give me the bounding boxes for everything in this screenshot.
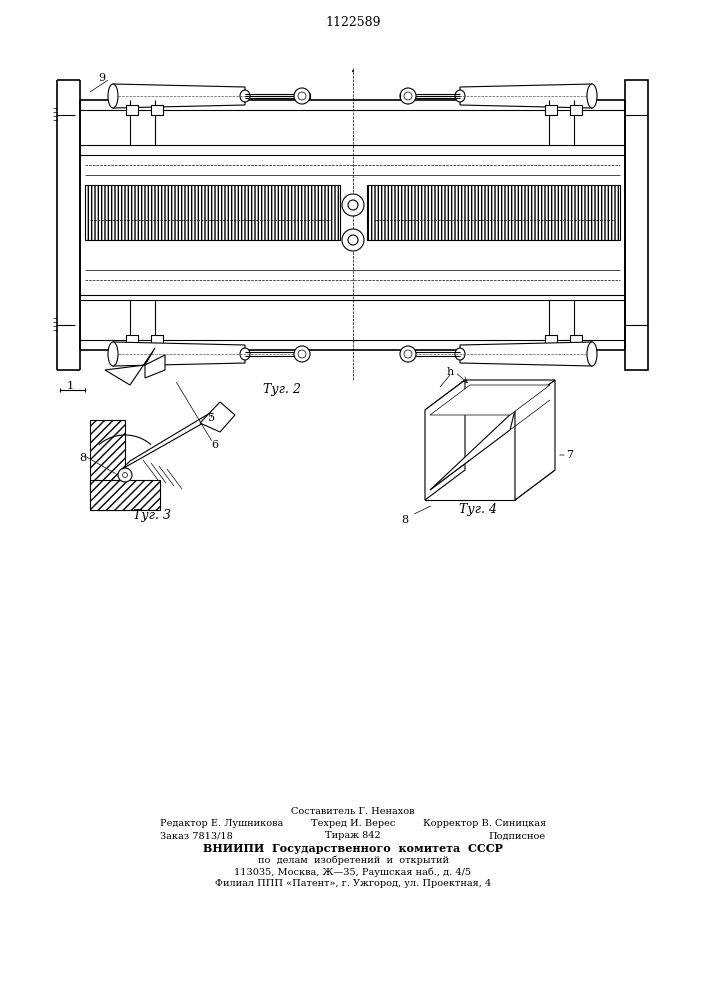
Text: 8: 8	[79, 453, 86, 463]
Ellipse shape	[342, 229, 364, 251]
Ellipse shape	[400, 346, 416, 362]
Text: Тираж 842: Тираж 842	[325, 832, 381, 840]
Ellipse shape	[404, 350, 412, 358]
Text: 113035, Москва, Ж—35, Раушская наб., д. 4/5: 113035, Москва, Ж—35, Раушская наб., д. …	[235, 867, 472, 877]
Bar	[625, 80, 648, 370]
Ellipse shape	[348, 200, 358, 210]
Bar	[151, 105, 163, 115]
Bar	[126, 335, 138, 345]
Ellipse shape	[455, 348, 465, 360]
Text: Редактор Е. Лушникова: Редактор Е. Лушникова	[160, 820, 284, 828]
Bar	[570, 105, 582, 115]
Text: 5: 5	[209, 413, 216, 423]
Ellipse shape	[240, 348, 250, 360]
Bar	[126, 105, 138, 115]
Text: Τуг. 3: Τуг. 3	[133, 508, 171, 522]
Polygon shape	[90, 420, 125, 510]
Ellipse shape	[298, 350, 306, 358]
Polygon shape	[113, 342, 245, 366]
Ellipse shape	[294, 88, 310, 104]
Polygon shape	[425, 470, 555, 500]
Bar	[545, 105, 557, 115]
Text: Подписное: Подписное	[489, 832, 546, 840]
Polygon shape	[122, 410, 215, 469]
Text: 6: 6	[211, 440, 218, 450]
Text: •: •	[351, 68, 355, 76]
Text: Заказ 7813/18: Заказ 7813/18	[160, 832, 233, 840]
Ellipse shape	[348, 235, 358, 245]
Ellipse shape	[118, 468, 132, 482]
Polygon shape	[430, 385, 550, 415]
Ellipse shape	[400, 88, 416, 104]
Text: Филиал ППП «Патент», г. Ужгород, ул. Проектная, 4: Филиал ППП «Патент», г. Ужгород, ул. Про…	[215, 880, 491, 888]
Polygon shape	[460, 84, 592, 108]
Text: Составитель Г. Ненахов: Составитель Г. Ненахов	[291, 808, 415, 816]
Polygon shape	[425, 380, 465, 500]
Bar	[85, 185, 340, 240]
Bar	[151, 335, 163, 345]
Bar	[545, 335, 557, 345]
Text: по  делам  изобретений  и  открытий: по делам изобретений и открытий	[257, 855, 448, 865]
Ellipse shape	[342, 194, 364, 216]
Ellipse shape	[294, 346, 310, 362]
Ellipse shape	[108, 342, 118, 366]
Text: 7: 7	[566, 450, 573, 460]
Ellipse shape	[298, 92, 306, 100]
Ellipse shape	[587, 84, 597, 108]
Polygon shape	[105, 348, 155, 385]
Text: h: h	[446, 367, 454, 377]
Ellipse shape	[587, 342, 597, 366]
Text: 1122589: 1122589	[325, 15, 381, 28]
Ellipse shape	[404, 92, 412, 100]
Ellipse shape	[455, 90, 465, 102]
Polygon shape	[113, 84, 245, 108]
Text: ВНИИПИ  Государственного  комитета  СССР: ВНИИПИ Государственного комитета СССР	[203, 842, 503, 854]
Text: Τуг. 2: Τуг. 2	[263, 383, 301, 396]
Text: 9: 9	[98, 73, 105, 83]
Text: Техред И. Верес: Техред И. Верес	[311, 820, 395, 828]
Polygon shape	[200, 402, 235, 432]
Text: 1: 1	[66, 381, 74, 391]
Polygon shape	[145, 355, 165, 378]
Polygon shape	[90, 480, 160, 510]
Ellipse shape	[240, 90, 250, 102]
Text: Корректор В. Синицкая: Корректор В. Синицкая	[423, 820, 546, 828]
Bar	[367, 185, 620, 240]
Polygon shape	[430, 410, 515, 490]
Polygon shape	[425, 380, 555, 410]
Ellipse shape	[122, 473, 127, 478]
Polygon shape	[515, 380, 555, 500]
Polygon shape	[425, 410, 515, 500]
Ellipse shape	[108, 84, 118, 108]
Bar	[570, 335, 582, 345]
Text: Τуг. 4: Τуг. 4	[459, 504, 497, 516]
Text: 8: 8	[402, 515, 409, 525]
Polygon shape	[460, 342, 592, 366]
